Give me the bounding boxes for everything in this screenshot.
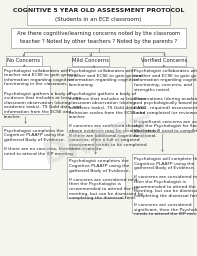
Text: Psychologist collaborates with
teacher and ECSE to gain general
information rega: Psychologist collaborates with teacher a… xyxy=(4,69,81,119)
Text: DRAFT: DRAFT xyxy=(40,112,157,169)
Text: Psychologist collaborates with
teacher and ECSE to gain general
information rega: Psychologist collaborates with teacher a… xyxy=(134,69,197,137)
FancyBboxPatch shape xyxy=(67,157,125,198)
FancyBboxPatch shape xyxy=(27,5,170,25)
FancyBboxPatch shape xyxy=(11,28,186,48)
Text: teacher ? Noted by other teachers ? Noted by the parents ?: teacher ? Noted by other teachers ? Note… xyxy=(20,39,177,44)
FancyBboxPatch shape xyxy=(72,56,109,66)
Text: Psychologist completes the
Cognitive PLAAFP using the
gathered Body of Evidence.: Psychologist completes the Cognitive PLA… xyxy=(4,129,77,156)
FancyBboxPatch shape xyxy=(132,154,193,213)
Text: Are there cognitive/learning concerns noted by the classroom: Are there cognitive/learning concerns no… xyxy=(17,31,180,36)
FancyBboxPatch shape xyxy=(2,66,50,114)
Text: COGNITIVE 5 YEAR OLD ASSESSMENT PROTOCOL: COGNITIVE 5 YEAR OLD ASSESSMENT PROTOCOL xyxy=(13,8,184,13)
FancyBboxPatch shape xyxy=(132,67,193,132)
Text: (Students in an ECE classroom): (Students in an ECE classroom) xyxy=(55,17,142,22)
Text: Verified Concerns: Verified Concerns xyxy=(141,58,188,63)
FancyBboxPatch shape xyxy=(67,67,125,132)
FancyBboxPatch shape xyxy=(6,56,42,66)
FancyBboxPatch shape xyxy=(2,126,50,169)
Text: Psychologist collaborates with
teacher and ECSE to gain general
information rega: Psychologist collaborates with teacher a… xyxy=(69,69,156,151)
Text: Mild Concerns: Mild Concerns xyxy=(72,58,109,63)
FancyBboxPatch shape xyxy=(143,56,186,66)
Text: No Concerns: No Concerns xyxy=(7,58,40,63)
Text: Psychologist completes the
Cognitive PLAAFP using the
gathered Body of Evidence.: Psychologist completes the Cognitive PLA… xyxy=(69,159,143,200)
Text: Psychologist will complete the
Cognitive PLAAFP using the
gathered Body of Evide: Psychologist will complete the Cognitive… xyxy=(134,157,197,216)
